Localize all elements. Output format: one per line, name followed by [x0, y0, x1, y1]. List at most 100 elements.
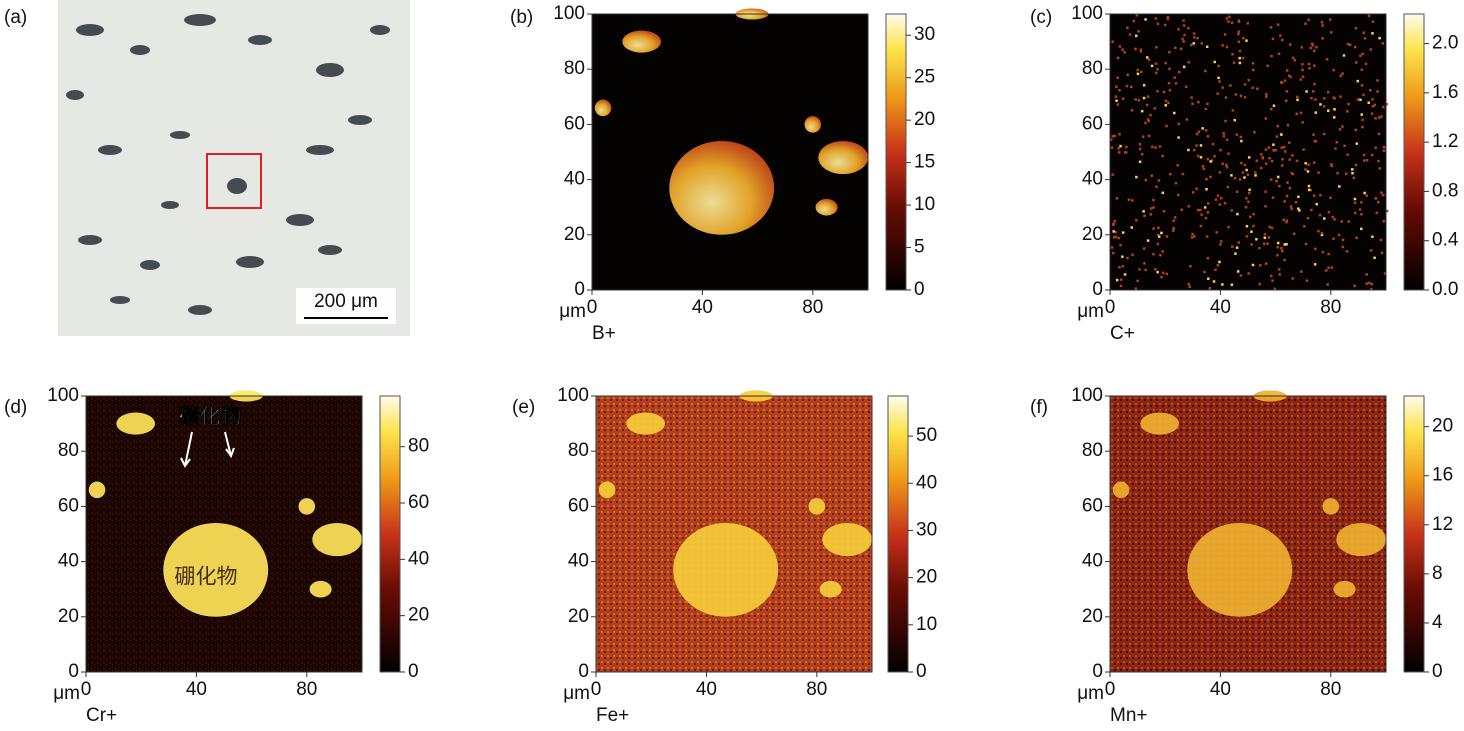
colorbar-tick-label: 40 [408, 548, 429, 569]
map-speck [1285, 90, 1289, 93]
map-speck [1284, 99, 1288, 103]
map-speck [1154, 62, 1158, 65]
map-speck [1339, 95, 1342, 98]
map-speck [1264, 205, 1267, 208]
colorbar-tick-label: 0 [1432, 661, 1443, 682]
map-speck [1112, 230, 1115, 233]
map-speck [1137, 99, 1141, 102]
map-speck [1156, 90, 1159, 93]
colorbar-tick-label: 5 [914, 237, 925, 258]
map-speck [1326, 283, 1329, 286]
map-speck [1286, 123, 1290, 127]
map-feature [673, 522, 779, 617]
map-speck [1295, 112, 1298, 116]
map-speck [1360, 213, 1363, 216]
map-speck [1371, 98, 1374, 101]
map-speck [1269, 26, 1273, 29]
map-speck [1280, 133, 1283, 136]
map-speck [1172, 219, 1175, 222]
map-speck [1236, 270, 1240, 273]
map-speck [1235, 246, 1239, 249]
map-speck [1179, 47, 1183, 51]
map-speck [1301, 68, 1304, 72]
map-speck [1300, 46, 1304, 49]
map-speck [1351, 171, 1354, 175]
map-speck [1283, 79, 1287, 82]
map-speck [1227, 20, 1230, 23]
map-speck [1189, 264, 1192, 268]
map-speck [1144, 121, 1147, 125]
map-speck [1255, 159, 1259, 163]
map-speck [1278, 273, 1281, 276]
map-speck [1320, 231, 1324, 235]
map-speck [1319, 193, 1322, 197]
map-speck [1111, 173, 1114, 176]
map-speck [1221, 162, 1224, 165]
map-speck [1130, 226, 1133, 229]
map-speck [1310, 208, 1313, 212]
map-speck [1303, 225, 1306, 228]
panel: 0 20 40 60 80 100 0 40 80 μm Fe+ (e) 0 10 20 30 40 50 [512, 385, 937, 726]
map-speck [1356, 98, 1360, 101]
x-tick-label: 40 [186, 679, 207, 700]
map-speck [1230, 174, 1233, 177]
colorbar-tick-label: 40 [916, 472, 937, 493]
map-speck [1119, 144, 1122, 148]
map-speck [1343, 144, 1346, 148]
y-tick-label: 0 [68, 661, 79, 682]
map-speck [1338, 128, 1342, 131]
y-tick-label: 40 [1082, 551, 1103, 572]
map-speck [1319, 103, 1322, 106]
map-speck [1367, 14, 1371, 18]
map-speck [1314, 98, 1317, 101]
colorbar-tick-label: 80 [408, 436, 429, 457]
map-speck [1250, 243, 1253, 246]
map-speck [1204, 107, 1208, 111]
map-speck [1361, 52, 1364, 56]
map-speck [1145, 103, 1149, 107]
map-speck [1205, 45, 1209, 49]
map-feature [622, 30, 661, 53]
x-tick-label: 0 [81, 679, 92, 700]
y-tick-label: 80 [568, 440, 589, 461]
map-speck [1178, 70, 1181, 74]
map-speck [1152, 206, 1155, 209]
map-speck [1138, 268, 1141, 271]
map-speck [1274, 149, 1278, 152]
map-speck [1283, 243, 1286, 246]
map-speck [1302, 148, 1305, 151]
map-speck [1254, 171, 1257, 174]
map-speck [1218, 203, 1222, 206]
map-speck [1294, 200, 1298, 204]
map-speck [1245, 197, 1248, 200]
map-speck [1264, 162, 1268, 165]
map-speck [1337, 233, 1341, 237]
map-speck [1191, 102, 1194, 106]
map-speck [1150, 64, 1154, 68]
map-speck [1258, 246, 1261, 250]
map-speck [1121, 231, 1125, 234]
element-label: C+ [1110, 323, 1135, 344]
map-speck [1378, 167, 1381, 170]
colorbar-tick-label: 15 [914, 152, 935, 173]
map-speck [1196, 154, 1200, 158]
y-tick-label: 0 [1092, 279, 1103, 300]
map-speck [1329, 163, 1333, 166]
map-speck [1281, 158, 1284, 161]
map-speck [1371, 32, 1374, 35]
map-speck [1379, 238, 1383, 242]
map-speck [1281, 38, 1284, 42]
map-speck [1381, 193, 1385, 197]
map-speck [1149, 213, 1153, 216]
map-speck [1137, 30, 1140, 33]
x-tick-label: 80 [1320, 679, 1341, 700]
map-speck [1312, 133, 1315, 136]
map-speck [1119, 278, 1123, 281]
map-speck [1238, 49, 1242, 53]
map-speck [1207, 277, 1210, 280]
map-speck [1259, 264, 1262, 267]
map-speck [1354, 61, 1358, 64]
map-speck [1161, 191, 1165, 195]
colorbar-tick-label: 10 [916, 614, 937, 635]
map-speck [1205, 177, 1208, 181]
